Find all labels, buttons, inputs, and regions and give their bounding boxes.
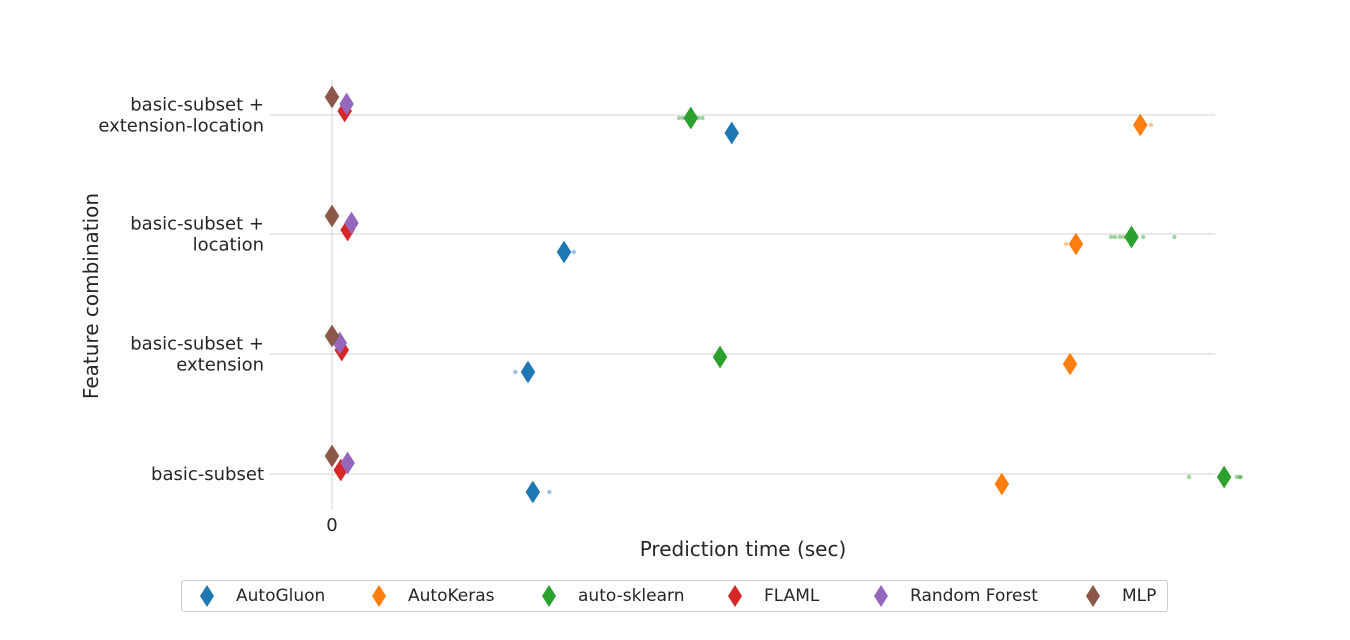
- data-point: [1186, 474, 1192, 480]
- legend-label: MLP: [1122, 586, 1157, 606]
- data-point: [676, 115, 682, 121]
- data-point: [680, 115, 686, 121]
- diamond-icon: [372, 585, 386, 607]
- legend-label: Random Forest: [910, 586, 1038, 606]
- legend-item: Random Forest: [874, 581, 1038, 611]
- diamond-icon: [1086, 585, 1100, 607]
- x-axis-title: Prediction time (sec): [640, 537, 847, 561]
- legend-label: AutoGluon: [236, 586, 326, 606]
- data-point: [547, 489, 552, 495]
- mean-marker: [324, 324, 340, 348]
- data-point: [696, 115, 701, 121]
- mean-marker: [324, 204, 340, 228]
- diamond-icon: [728, 585, 742, 607]
- y-tick-label: basic-subset + extension-location: [98, 95, 264, 137]
- x-tick-label: 0: [326, 515, 337, 536]
- mean-marker: [344, 211, 359, 235]
- mean-marker: [712, 345, 728, 369]
- mean-marker: [1216, 465, 1232, 489]
- mean-marker: [724, 121, 740, 145]
- mean-marker: [556, 240, 572, 264]
- mean-marker: [1124, 225, 1139, 249]
- legend-label: auto-sklearn: [578, 586, 685, 606]
- x-tick-labels: 0: [326, 515, 337, 536]
- data-point: [513, 369, 518, 375]
- mean-marker: [1132, 113, 1148, 137]
- diamond-icon: [874, 585, 888, 607]
- mean-marker: [1068, 232, 1084, 256]
- diamond-icon: [200, 585, 214, 607]
- data-point: [1148, 122, 1154, 128]
- mean-markers: [324, 85, 1232, 504]
- legend: AutoGluon AutoKeras auto-sklearn FLAML Rando…: [181, 580, 1168, 612]
- raw-points: [513, 115, 1243, 495]
- mean-marker: [340, 451, 355, 475]
- mean-marker: [1062, 352, 1078, 376]
- data-point: [1141, 234, 1146, 240]
- mean-marker: [324, 85, 340, 109]
- gridlines: [270, 114, 1215, 475]
- data-point: [700, 115, 705, 121]
- data-point: [1117, 234, 1123, 240]
- mean-marker: [339, 92, 354, 116]
- data-point: [1172, 234, 1177, 240]
- data-point: [1237, 474, 1242, 480]
- data-point: [1112, 234, 1118, 240]
- legend-item: AutoGluon: [200, 581, 325, 611]
- legend-item: auto-sklearn: [542, 581, 684, 611]
- mean-marker: [994, 472, 1010, 496]
- data-point: [1234, 474, 1240, 480]
- legend-item: FLAML: [728, 581, 819, 611]
- y-axis-title: Feature combination: [79, 193, 103, 399]
- data-point: [1108, 234, 1114, 240]
- y-tick-label: basic-subset: [151, 464, 264, 485]
- mean-marker: [683, 106, 699, 130]
- data-point: [1238, 474, 1243, 480]
- legend-label: FLAML: [764, 586, 820, 606]
- mean-marker: [525, 480, 541, 504]
- legend-item: MLP: [1086, 581, 1156, 611]
- legend-item: AutoKeras: [372, 581, 495, 611]
- data-point: [1063, 241, 1069, 247]
- mean-marker: [324, 444, 340, 468]
- data-point: [571, 249, 576, 255]
- y-tick-labels: basic-subset + extension-location basic-su…: [98, 95, 264, 486]
- y-tick-label: basic-subset + extension: [130, 334, 264, 376]
- legend-label: AutoKeras: [408, 586, 495, 606]
- mean-marker: [520, 360, 536, 384]
- data-point: [1121, 234, 1126, 240]
- y-tick-label: basic-subset + location: [130, 214, 264, 256]
- diamond-icon: [542, 585, 556, 607]
